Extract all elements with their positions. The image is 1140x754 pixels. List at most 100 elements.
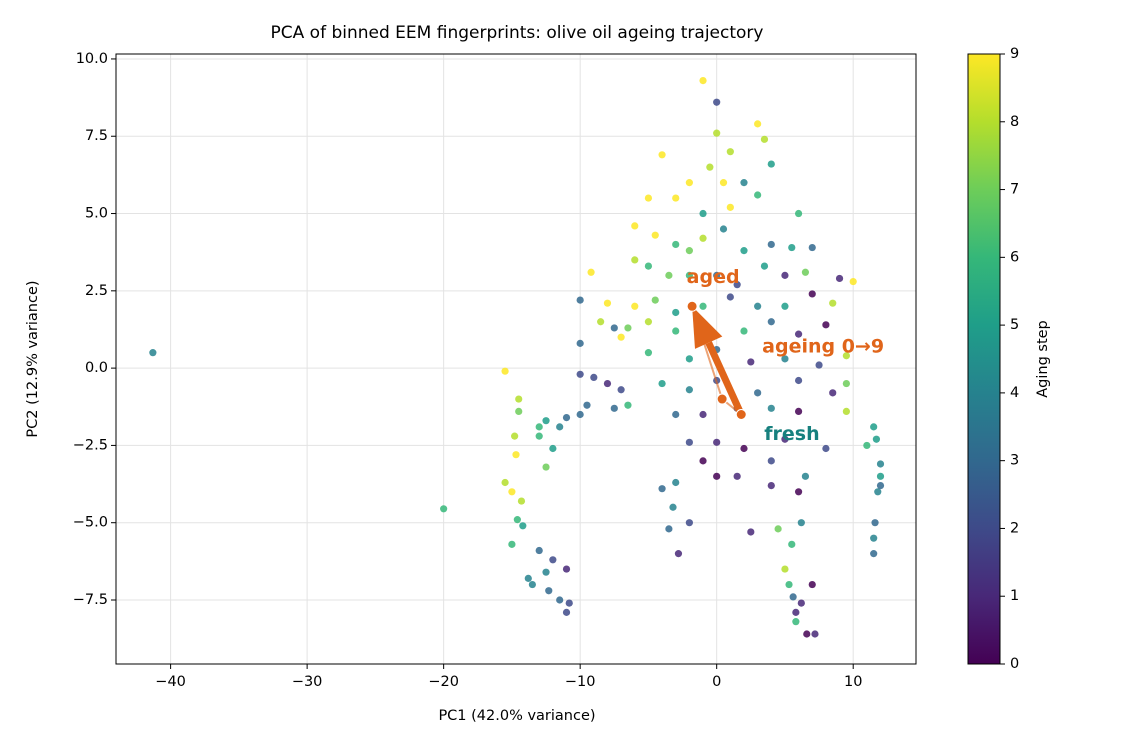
data-point (870, 534, 878, 542)
data-point (515, 395, 523, 403)
data-point (149, 349, 157, 357)
data-point (842, 379, 850, 388)
data-point (617, 386, 625, 394)
data-point (535, 423, 543, 431)
colorbar-tick-label: 9 (1010, 46, 1019, 62)
data-point (651, 231, 659, 239)
data-point (603, 379, 612, 388)
data-point (672, 327, 680, 335)
data-point (815, 361, 823, 369)
x-tick-label: −20 (428, 674, 459, 690)
data-point (726, 203, 734, 211)
data-point (651, 296, 659, 304)
data-point (685, 179, 693, 187)
data-point (549, 444, 557, 453)
data-point (685, 519, 693, 527)
y-tick-label: −5.0 (73, 515, 108, 531)
y-tick-label: 7.5 (85, 128, 108, 144)
data-point (440, 505, 448, 513)
data-point (631, 222, 639, 230)
data-point (617, 333, 625, 341)
data-point (610, 404, 618, 412)
data-point (508, 488, 516, 496)
data-point (767, 404, 775, 412)
data-point (685, 271, 693, 279)
data-point (562, 413, 571, 422)
colorbar-tick-label: 5 (1010, 317, 1019, 333)
data-point (515, 407, 523, 416)
colorbar-tick-label: 7 (1010, 182, 1019, 198)
y-tick-label: 0.0 (85, 360, 108, 376)
data-point (740, 179, 748, 187)
data-point (760, 262, 769, 270)
data-point (644, 262, 653, 270)
data-point (583, 401, 591, 409)
data-point (699, 76, 707, 85)
data-point (754, 389, 762, 397)
data-point (794, 330, 803, 338)
y-tick-label: −2.5 (73, 437, 108, 453)
data-point (876, 482, 885, 490)
data-point (644, 318, 653, 326)
trajectory-arrow-head (692, 306, 723, 349)
data-point (508, 540, 516, 548)
data-point (672, 240, 680, 249)
data-point (785, 580, 793, 589)
data-point (829, 299, 837, 307)
data-point (801, 268, 810, 276)
chart-title: PCA of binned EEM fingerprints: olive oi… (271, 23, 764, 43)
data-point (672, 308, 680, 317)
data-point (699, 209, 707, 218)
data-point (535, 546, 543, 555)
data-point (740, 327, 748, 335)
y-tick-label: 2.5 (85, 283, 108, 299)
data-point (733, 472, 741, 480)
data-point (870, 550, 878, 558)
trajectory-point (716, 393, 728, 405)
data-point (610, 324, 618, 332)
data-point (781, 355, 789, 363)
data-point (562, 565, 571, 573)
data-point (549, 556, 557, 564)
data-point (658, 151, 666, 159)
data-point (631, 256, 639, 264)
data-point (524, 574, 532, 582)
annotation: aged (687, 266, 740, 288)
data-point (576, 296, 584, 304)
data-point (511, 432, 519, 440)
data-point (685, 386, 693, 394)
y-tick-label: 10.0 (76, 51, 108, 67)
data-point (842, 407, 850, 416)
data-point (863, 441, 871, 450)
data-point (876, 472, 885, 480)
data-point (767, 318, 775, 326)
data-point (672, 478, 680, 487)
data-point (797, 519, 805, 527)
data-point (808, 243, 816, 252)
data-point (794, 209, 803, 218)
data-point (713, 438, 721, 446)
data-point (754, 191, 762, 199)
data-point (644, 349, 653, 357)
data-point (576, 370, 584, 378)
trajectory-point (735, 408, 747, 420)
data-point (794, 407, 803, 416)
y-axis-label: PC2 (12.9% variance) (25, 280, 41, 437)
colorbar-label: Aging step (1035, 320, 1051, 398)
data-point (685, 438, 693, 446)
data-point (713, 98, 721, 106)
data-point (808, 290, 816, 298)
data-point (672, 194, 680, 202)
data-point (576, 339, 584, 347)
data-point (726, 148, 734, 156)
colorbar-tick-label: 1 (1010, 588, 1019, 604)
data-point (874, 488, 882, 496)
x-tick-label: −40 (155, 674, 186, 690)
data-point (747, 358, 755, 366)
data-point (767, 160, 775, 168)
data-point (803, 630, 811, 638)
data-point (719, 179, 728, 187)
data-point (754, 120, 762, 128)
data-point (672, 410, 680, 419)
data-point (754, 302, 762, 310)
